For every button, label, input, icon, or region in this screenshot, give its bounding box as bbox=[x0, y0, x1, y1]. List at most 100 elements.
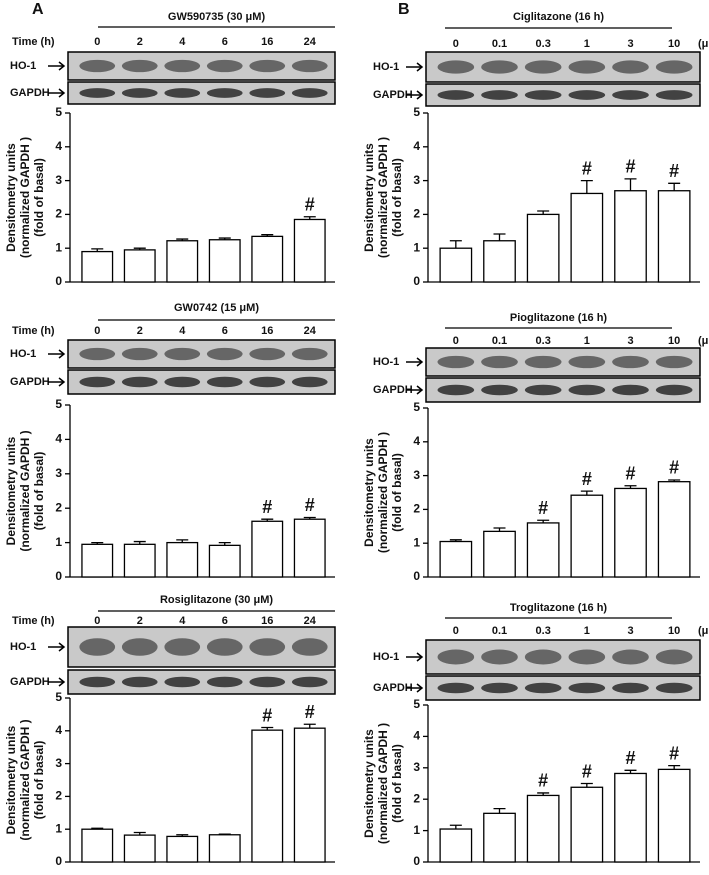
blot-band bbox=[612, 649, 649, 665]
blot-band bbox=[612, 682, 649, 694]
bar bbox=[657, 481, 691, 578]
bar bbox=[81, 250, 114, 283]
category-label: 24 bbox=[304, 615, 317, 627]
blot-band bbox=[524, 682, 562, 694]
error-bar bbox=[261, 234, 274, 237]
category-label: 3 bbox=[627, 38, 633, 50]
blot bbox=[67, 81, 336, 105]
error-bar bbox=[133, 831, 146, 836]
error-bar bbox=[303, 516, 316, 520]
error-bar bbox=[218, 237, 231, 240]
blot-band bbox=[164, 347, 201, 361]
y-axis-label: (fold of basal) bbox=[390, 158, 404, 237]
y-tick-label: 0 bbox=[55, 854, 62, 868]
error-bar bbox=[493, 233, 506, 241]
bar bbox=[570, 192, 604, 283]
bar bbox=[251, 235, 284, 283]
error-bar bbox=[303, 723, 316, 729]
blot-band bbox=[79, 676, 116, 688]
y-tick-label: 3 bbox=[55, 756, 62, 770]
y-tick-label: 0 bbox=[413, 854, 420, 868]
category-label: 6 bbox=[222, 36, 228, 48]
blot-band bbox=[291, 676, 328, 688]
significance-marker: # bbox=[625, 157, 635, 177]
blot-arrow bbox=[406, 90, 424, 100]
significance-marker: # bbox=[305, 495, 315, 515]
blot-band bbox=[481, 682, 518, 694]
blot-band bbox=[79, 88, 116, 98]
category-label: 4 bbox=[179, 615, 186, 627]
category-label: 10 bbox=[668, 38, 680, 50]
category-label: 24 bbox=[304, 325, 317, 337]
y-axis-label: (normalized GAPDH ) bbox=[18, 719, 32, 840]
blot-band bbox=[249, 376, 286, 388]
panel-label: B bbox=[398, 1, 410, 18]
blot-band bbox=[481, 649, 518, 665]
category-label: 16 bbox=[261, 325, 273, 337]
blot-band bbox=[568, 649, 606, 665]
blot-label: HO-1 bbox=[10, 348, 36, 360]
blot-arrow bbox=[48, 349, 66, 359]
category-label: 16 bbox=[261, 36, 273, 48]
blot-band bbox=[79, 347, 116, 361]
y-axis-label: Densitometry units bbox=[362, 143, 376, 252]
y-axis-label: (normalized GAPDH ) bbox=[18, 430, 32, 551]
blot-band bbox=[437, 355, 475, 369]
category-label: 2 bbox=[137, 36, 143, 48]
blot-band bbox=[612, 384, 649, 396]
significance-marker: # bbox=[669, 458, 679, 478]
blot-label: GAPDH bbox=[10, 87, 50, 99]
blot-band bbox=[481, 384, 518, 396]
blot-band bbox=[164, 676, 201, 688]
blot-band bbox=[437, 649, 475, 665]
y-axis-label: (normalized GAPDH ) bbox=[376, 432, 390, 553]
bar bbox=[293, 727, 326, 863]
y-tick-label: 5 bbox=[55, 690, 62, 704]
blot-band bbox=[655, 90, 693, 100]
blot-band bbox=[481, 355, 518, 369]
blot-band bbox=[121, 59, 158, 73]
category-label: 0.1 bbox=[492, 625, 507, 637]
error-bar bbox=[537, 519, 550, 523]
bar bbox=[439, 540, 473, 578]
blot bbox=[67, 369, 336, 395]
panel-title: Rosiglitazone (30 μM) bbox=[160, 594, 273, 606]
y-axis-label: Densitometry units bbox=[4, 725, 18, 834]
blot-band bbox=[524, 60, 562, 74]
error-bar bbox=[133, 247, 146, 250]
blot-band bbox=[164, 376, 201, 388]
bar bbox=[81, 828, 114, 863]
blot-band bbox=[164, 59, 201, 73]
blot-label: HO-1 bbox=[10, 641, 36, 653]
significance-marker: # bbox=[582, 158, 592, 178]
blot-band bbox=[121, 347, 158, 361]
y-tick-label: 1 bbox=[55, 240, 62, 254]
blot bbox=[67, 51, 336, 81]
category-label: 0.3 bbox=[536, 625, 551, 637]
y-tick-label: 0 bbox=[55, 274, 62, 288]
error-bar bbox=[91, 827, 104, 830]
blot bbox=[425, 83, 701, 107]
blot-label: GAPDH bbox=[10, 376, 50, 388]
category-label: 0 bbox=[94, 36, 100, 48]
blot-band bbox=[612, 90, 649, 100]
error-bar bbox=[493, 527, 506, 532]
panel-title: Troglitazone (16 h) bbox=[510, 602, 608, 614]
error-bar bbox=[133, 540, 146, 545]
blot-band bbox=[121, 376, 158, 388]
error-bar bbox=[176, 834, 189, 837]
blot-band bbox=[568, 384, 606, 396]
blot-band bbox=[249, 88, 286, 98]
blot-band bbox=[121, 88, 158, 98]
bar bbox=[439, 828, 473, 863]
blot-band bbox=[206, 347, 243, 361]
blot-label: GAPDH bbox=[373, 384, 413, 396]
significance-marker: # bbox=[538, 771, 548, 791]
significance-marker: # bbox=[582, 761, 592, 781]
bar bbox=[657, 190, 691, 283]
bar bbox=[657, 768, 691, 863]
category-label: 0.1 bbox=[492, 335, 507, 347]
y-axis-label: Densitometry units bbox=[362, 438, 376, 547]
category-label: 6 bbox=[222, 325, 228, 337]
significance-marker: # bbox=[625, 463, 635, 483]
